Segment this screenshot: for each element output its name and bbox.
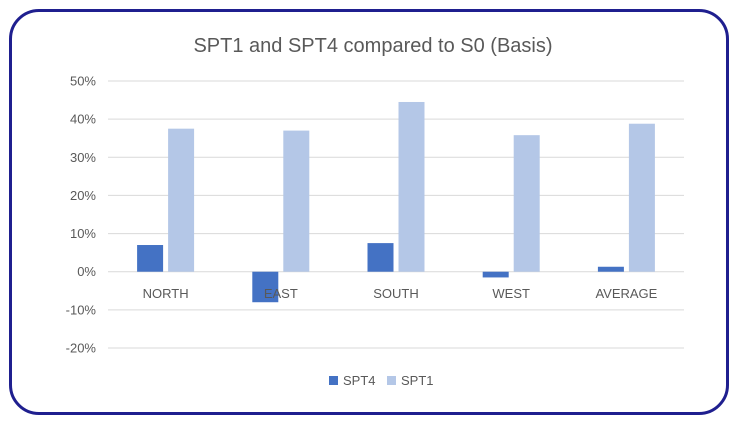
legend-swatch-spt4: [329, 376, 338, 385]
y-tick-label: 40%: [70, 112, 96, 127]
bar-spt1-east: [283, 130, 310, 272]
bar-spt4-west: [482, 271, 509, 278]
category-label: SOUTH: [373, 286, 419, 301]
bar-spt4-east: [252, 271, 279, 303]
y-tick-label: -10%: [66, 302, 97, 317]
y-tick-label: 0%: [77, 264, 96, 279]
y-tick-label: -20%: [66, 341, 97, 356]
y-tick-label: 30%: [70, 150, 96, 165]
legend-label-spt1: SPT1: [401, 373, 434, 388]
bar-spt4-south: [367, 243, 394, 272]
category-label: WEST: [492, 286, 530, 301]
category-label: AVERAGE: [595, 286, 657, 301]
y-tick-label: 10%: [70, 226, 96, 241]
bar-spt1-average: [628, 123, 655, 272]
legend: SPT4 SPT1: [329, 373, 434, 388]
category-labels: NORTH EAST SOUTH WEST AVERAGE: [143, 286, 658, 301]
bar-spt1-north: [168, 128, 195, 272]
legend-swatch-spt1: [387, 376, 396, 385]
legend-label-spt4: SPT4: [343, 373, 376, 388]
bars: [137, 101, 655, 303]
gridlines: [108, 80, 684, 349]
y-tick-label: 50%: [70, 74, 96, 89]
chart-frame: [9, 9, 729, 415]
category-label: EAST: [264, 286, 298, 301]
y-axis-tick-labels: 50% 40% 30% 20% 10% 0% -10% -20%: [66, 74, 97, 356]
bar-spt4-average: [597, 266, 624, 272]
bar-spt1-south: [398, 101, 425, 272]
chart-title: SPT1 and SPT4 compared to S0 (Basis): [193, 35, 552, 57]
category-label: NORTH: [143, 286, 189, 301]
bar-spt4-north: [137, 245, 164, 272]
y-tick-label: 20%: [70, 188, 96, 203]
bar-spt1-west: [513, 135, 540, 272]
